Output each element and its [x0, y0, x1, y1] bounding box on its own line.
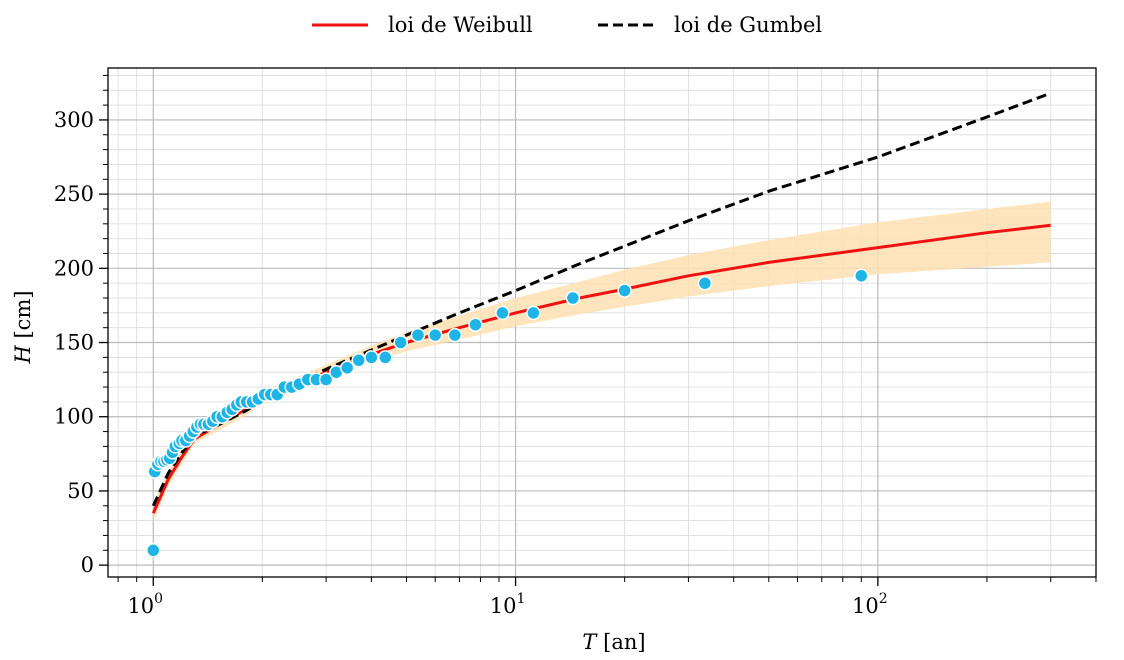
data-point	[318, 372, 334, 387]
data-point	[495, 305, 510, 321]
data-point	[146, 543, 161, 558]
data-point	[854, 268, 869, 284]
data-point	[617, 283, 632, 298]
y-tick-label: 250	[54, 182, 94, 206]
data-point	[339, 360, 355, 376]
y-tick-label: 100	[54, 405, 94, 429]
data-point	[697, 275, 713, 291]
confidence-band-layer	[153, 201, 1051, 523]
y-tick-label: 0	[81, 553, 94, 577]
data-point	[364, 350, 379, 365]
y-tick-label: 50	[67, 479, 94, 503]
data-point	[526, 305, 541, 321]
axis-ticks	[99, 74, 1097, 586]
data-point	[393, 335, 408, 350]
minor-grid	[108, 68, 1097, 577]
x-tick-label: 102	[852, 591, 888, 618]
y-axis-label: H [cm]	[11, 290, 35, 364]
data-point	[468, 317, 483, 332]
major-grid	[108, 68, 1096, 577]
y-tick-label: 200	[54, 256, 94, 280]
confidence-band	[153, 201, 1051, 523]
observed-points-layer	[146, 268, 869, 558]
x-axis-label: T [an]	[582, 630, 645, 654]
x-tick-label: 100	[127, 591, 163, 618]
plot-frame	[107, 67, 1097, 578]
gumbel-curve	[151, 91, 1052, 507]
data-point	[351, 353, 366, 368]
data-point	[378, 350, 393, 365]
data-point	[427, 327, 443, 343]
legend-label-weibull: loi de Weibull	[388, 13, 533, 37]
data-point	[447, 327, 463, 343]
y-tick-labels: 0 50 100 150 200 250 300	[54, 108, 94, 577]
x-tick-labels: 100 101 102	[127, 591, 887, 618]
legend-label-gumbel: loi de Gumbel	[674, 13, 822, 37]
x-tick-label: 101	[490, 591, 526, 618]
y-tick-label: 300	[54, 108, 94, 132]
data-point	[410, 327, 426, 343]
y-tick-label: 150	[54, 331, 94, 355]
data-point	[565, 290, 581, 306]
legend: loi de Weibull loi de Gumbel	[312, 13, 822, 37]
